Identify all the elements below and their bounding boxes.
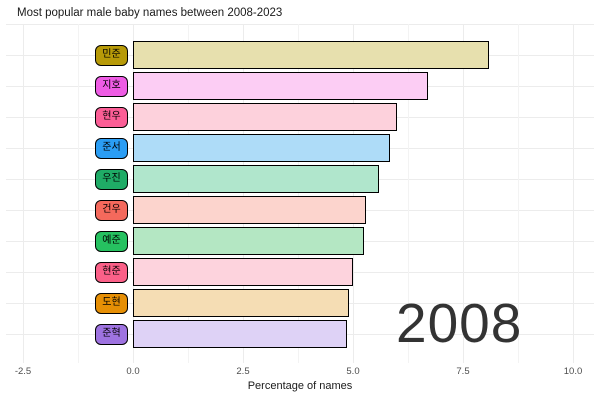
minor-gridline xyxy=(188,24,189,363)
panel-top-gridline xyxy=(6,24,594,25)
name-label-준혁: 준혁 xyxy=(95,323,128,345)
name-label-지호: 지호 xyxy=(95,75,128,97)
minor-gridline xyxy=(78,24,79,363)
x-tick-2.5: 2.5 xyxy=(236,366,250,377)
name-label-우진: 우진 xyxy=(95,168,128,190)
year-annotation: 2008 xyxy=(396,292,523,354)
major-gridline xyxy=(353,24,354,363)
major-gridline xyxy=(243,24,244,363)
bar-준혁 xyxy=(133,320,348,348)
minor-gridline xyxy=(408,24,409,363)
name-label-건우: 건우 xyxy=(95,199,128,221)
x-tick-5.0: 5.0 xyxy=(346,366,360,377)
bar-지호 xyxy=(133,72,428,100)
minor-gridline xyxy=(298,24,299,363)
name-label-도현: 도현 xyxy=(95,292,128,314)
name-label-민준: 민준 xyxy=(95,44,128,66)
x-axis-title: Percentage of names xyxy=(247,380,353,392)
major-gridline xyxy=(133,24,134,363)
bar-현준 xyxy=(133,258,353,286)
name-label-현준: 현준 xyxy=(95,261,128,283)
x-tick-7.5: 7.5 xyxy=(456,366,470,377)
bar-예준 xyxy=(133,227,364,255)
minor-gridline xyxy=(518,24,519,363)
x-tick-10.0: 10.0 xyxy=(563,366,583,377)
major-gridline xyxy=(23,24,24,363)
name-label-준서: 준서 xyxy=(95,137,128,159)
bar-민준 xyxy=(133,41,490,69)
bar-현우 xyxy=(133,103,397,131)
chart-title: Most popular male baby names between 200… xyxy=(17,7,283,19)
name-label-현우: 현우 xyxy=(95,106,128,128)
bar-건우 xyxy=(133,196,367,224)
x-tick-0.0: 0.0 xyxy=(126,366,140,377)
bar-준서 xyxy=(133,134,391,162)
bar-도현 xyxy=(133,289,349,317)
bar-우진 xyxy=(133,165,380,193)
name-label-예준: 예준 xyxy=(95,230,128,252)
x-tick--2.5: -2.5 xyxy=(14,366,32,377)
major-gridline xyxy=(573,24,574,363)
major-gridline xyxy=(463,24,464,363)
